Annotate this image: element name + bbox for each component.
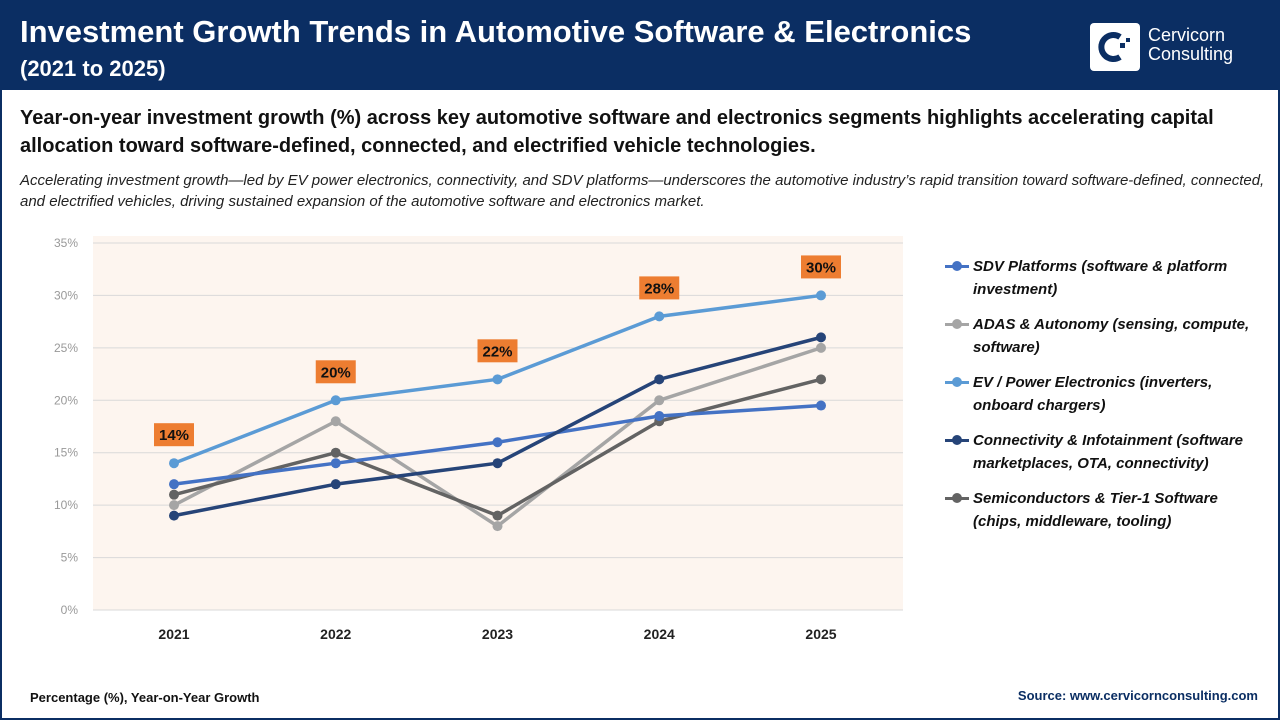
legend-marker-icon	[945, 319, 969, 329]
data-point	[492, 458, 503, 469]
data-point	[330, 447, 341, 458]
y-tick-label: 30%	[54, 288, 78, 302]
x-tick-label: 2023	[482, 626, 513, 642]
legend-item: Connectivity & Infotainment (software ma…	[945, 429, 1265, 475]
chart-title: Investment Growth Trends in Automotive S…	[20, 14, 972, 49]
data-label-bg	[315, 360, 356, 384]
data-label-bg	[801, 255, 841, 279]
legend-marker-icon	[945, 261, 969, 271]
logo-icon	[1090, 23, 1140, 71]
data-point	[654, 311, 665, 322]
x-tick-label: 2021	[158, 626, 189, 642]
data-label-bg	[477, 339, 518, 363]
data-point	[330, 458, 341, 469]
logo-text: Cervicorn Consulting	[1148, 25, 1234, 64]
legend-label: SDV Platforms (software & platform inves…	[973, 258, 1228, 298]
summary: Year-on-year investment growth (%) acros…	[20, 107, 1214, 157]
data-point	[169, 458, 179, 469]
y-tick-label: 10%	[54, 498, 78, 512]
data-point	[169, 489, 179, 500]
legend-item: ADAS & Autonomy (sensing, compute, softw…	[945, 313, 1265, 359]
data-point	[654, 395, 665, 406]
data-label-bg	[639, 276, 680, 300]
legend-item: Semiconductors & Tier-1 Software (chips,…	[945, 487, 1265, 533]
data-point	[169, 510, 179, 521]
y-tick-label: 35%	[54, 236, 78, 250]
data-point	[492, 521, 503, 532]
data-point	[816, 290, 826, 301]
data-point	[816, 332, 826, 343]
source: Source: www.cervicornconsulting.com	[1017, 688, 1258, 703]
data-point	[169, 500, 179, 511]
data-label: 20%	[321, 364, 351, 381]
legend-marker-icon	[945, 377, 969, 387]
y-tick-label: 0%	[61, 603, 79, 617]
data-point	[492, 437, 503, 448]
legend-label: ADAS & Autonomy (sensing, compute, softw…	[973, 316, 1250, 356]
plot-area	[93, 236, 903, 610]
data-label: 30%	[806, 259, 836, 276]
data-point	[330, 416, 341, 427]
data-point	[816, 342, 826, 353]
data-point	[654, 374, 665, 385]
data-point	[169, 479, 179, 490]
x-tick-label: 2022	[320, 626, 351, 642]
legend-label: Semiconductors & Tier-1 Software (chips,…	[973, 490, 1218, 530]
data-point	[816, 374, 826, 385]
legend-label: EV / Power Electronics (inverters, onboa…	[973, 374, 1213, 414]
legend-item: SDV Platforms (software & platform inves…	[945, 255, 1265, 301]
data-label-bg	[154, 423, 194, 447]
data-label: 28%	[644, 280, 674, 297]
legend-marker-icon	[945, 435, 969, 445]
data-point	[330, 479, 341, 490]
x-tick-label: 2025	[805, 626, 836, 642]
data-point	[330, 395, 341, 406]
y-tick-label: 20%	[54, 393, 78, 407]
description: Accelerating investment growth—led by EV…	[20, 172, 1265, 210]
legend-label: Connectivity & Infotainment (software ma…	[973, 432, 1244, 472]
data-label: 14%	[159, 427, 189, 444]
x-tick-label: 2024	[644, 626, 675, 642]
data-point	[654, 411, 665, 422]
chart-period: (2021 to 2025)	[20, 56, 166, 81]
y-tick-label: 15%	[54, 446, 78, 460]
y-tick-label: 25%	[54, 341, 78, 355]
header: Investment Growth Trends in Automotive S…	[0, 0, 1280, 90]
legend: SDV Platforms (software & platform inves…	[945, 255, 1265, 545]
legend-item: EV / Power Electronics (inverters, onboa…	[945, 371, 1265, 417]
unit-note: Percentage (%), Year-on-Year Growth	[30, 690, 260, 705]
data-label: 22%	[482, 343, 512, 360]
data-point	[816, 400, 826, 411]
legend-marker-icon	[945, 493, 969, 503]
data-point	[492, 510, 503, 521]
y-tick-label: 5%	[61, 551, 79, 565]
data-point	[492, 374, 503, 385]
